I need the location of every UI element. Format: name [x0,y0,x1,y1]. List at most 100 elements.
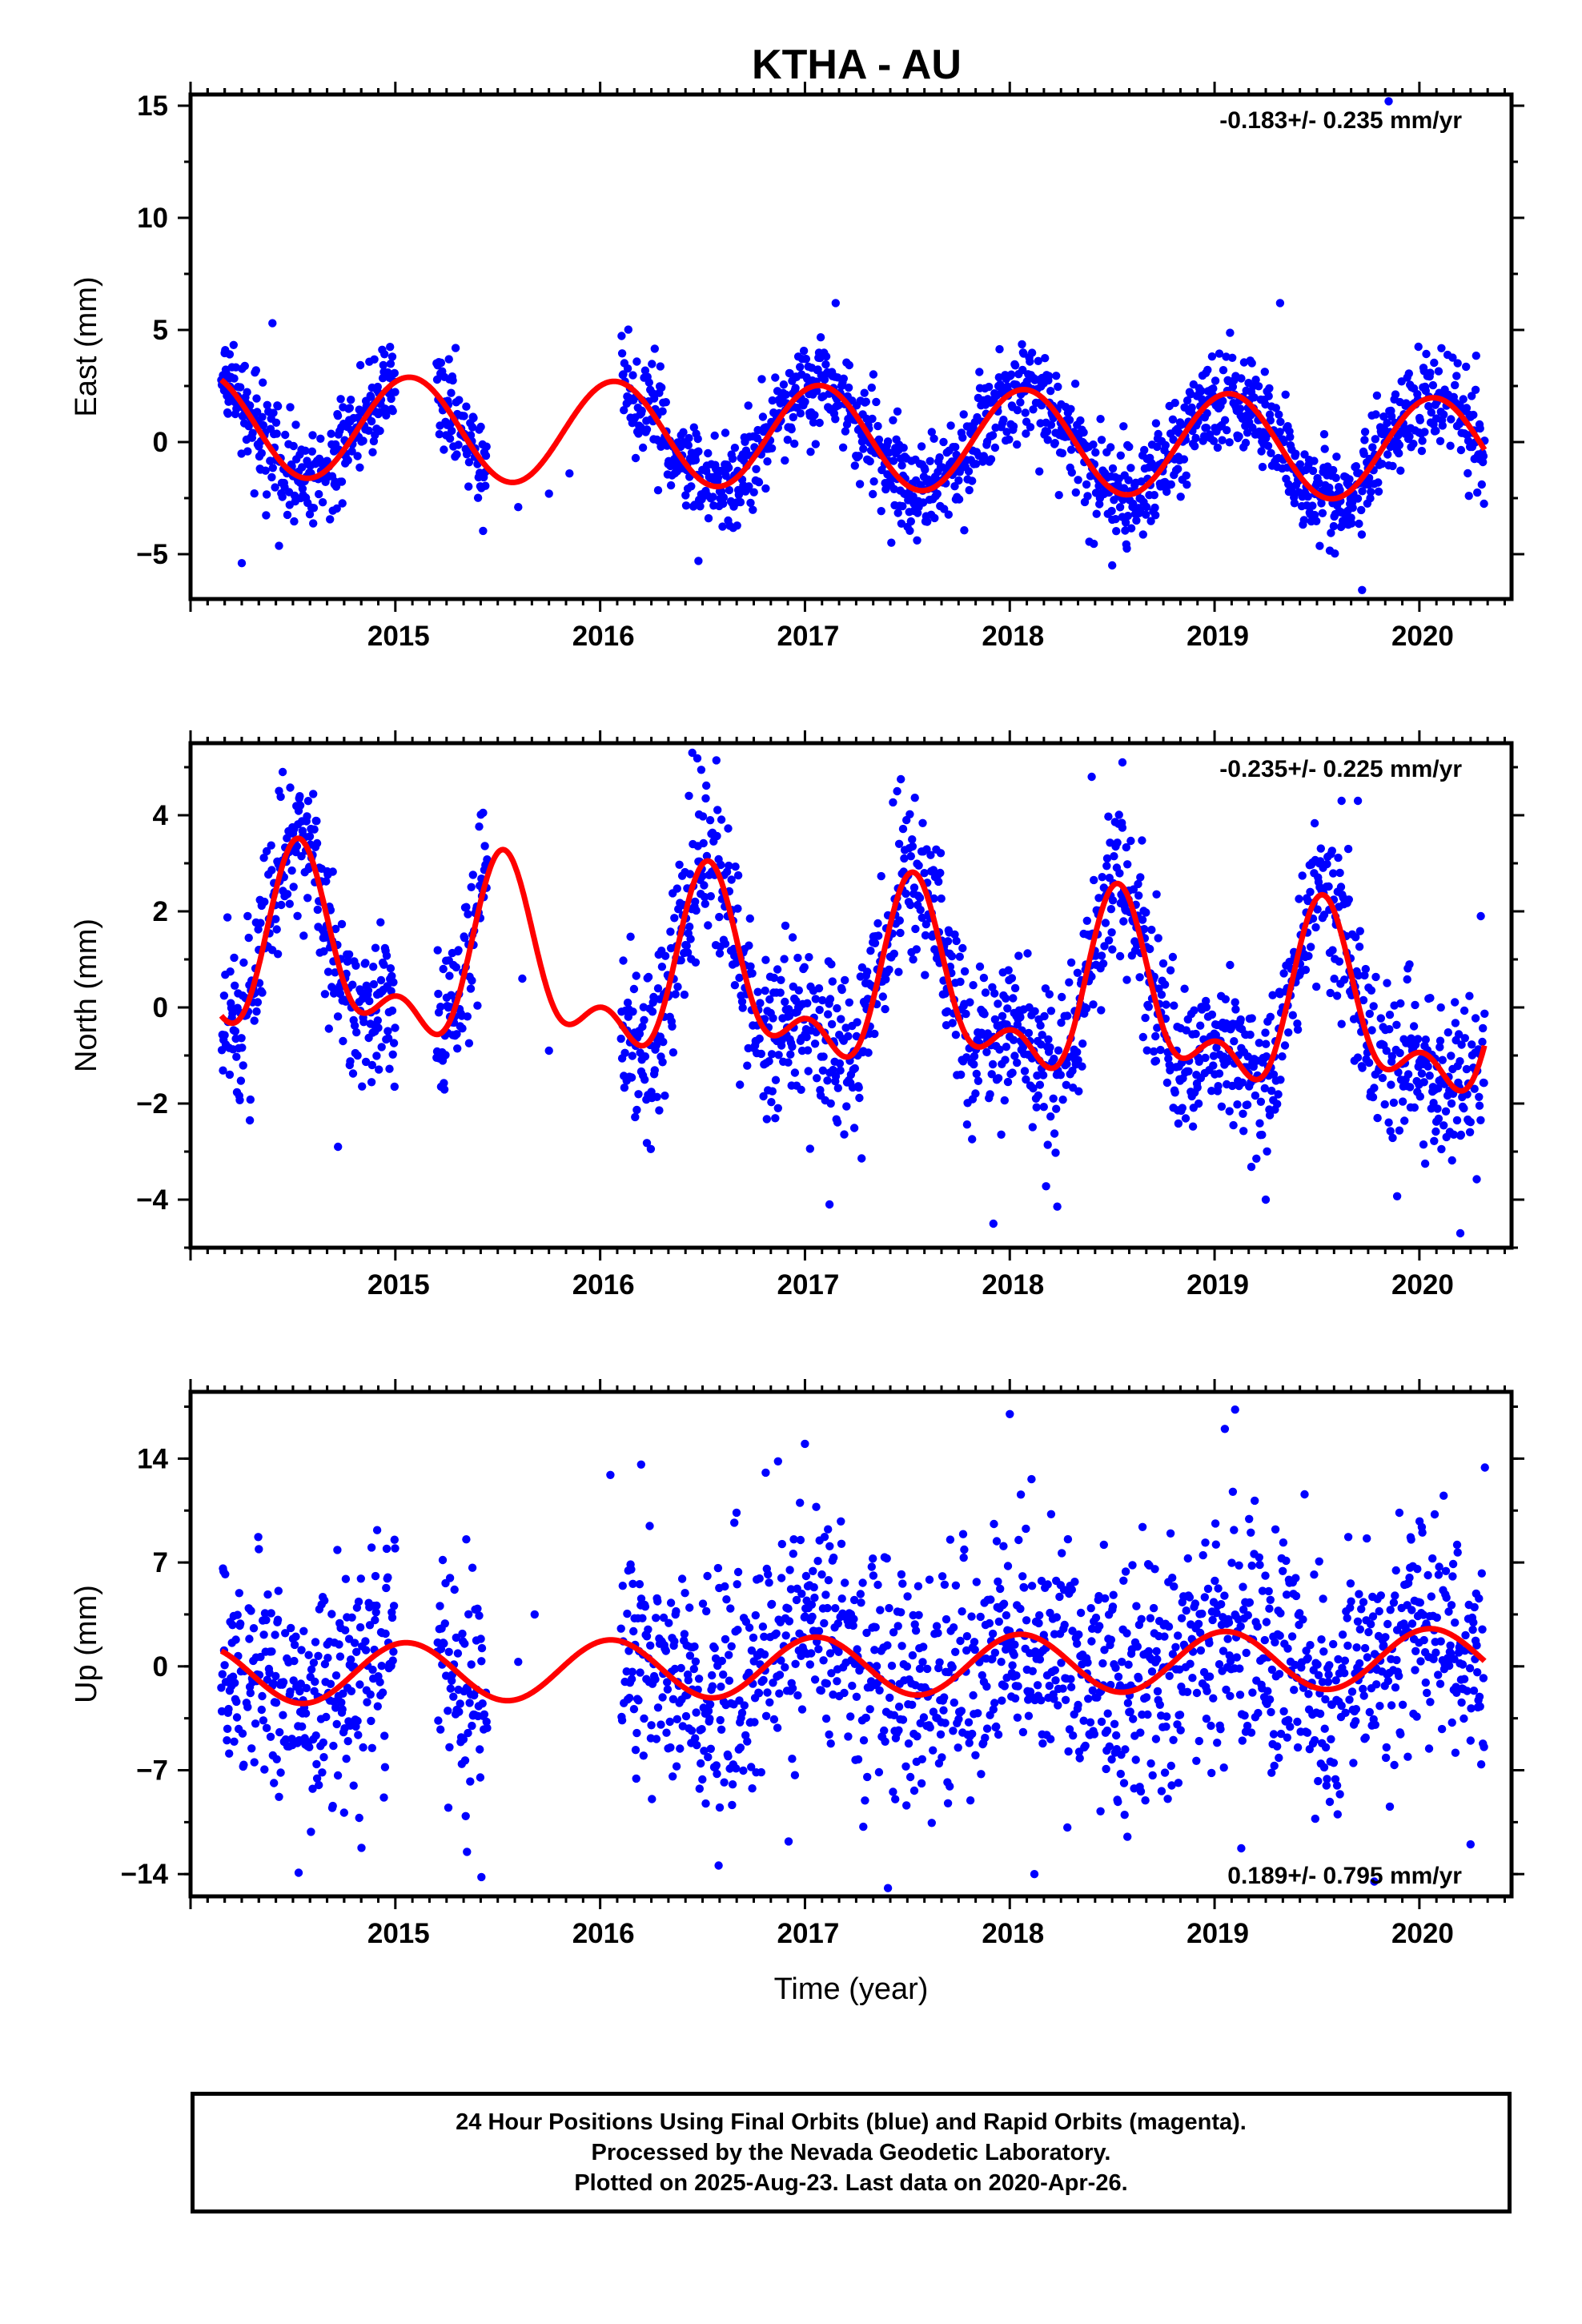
data-point [893,407,902,416]
data-point [713,473,723,482]
data-point [1051,1148,1060,1157]
data-point [1071,488,1081,497]
data-point [975,962,985,971]
data-point [468,1721,476,1731]
data-point [1014,1682,1022,1691]
y-axis-label: North (mm) [70,919,103,1072]
data-point [350,1021,359,1030]
data-point [480,1710,489,1719]
data-point [445,1743,454,1751]
data-point [1230,1037,1239,1046]
data-point [1101,919,1110,927]
data-point [258,412,267,421]
data-point [894,1726,903,1735]
data-point [1373,1113,1382,1123]
data-point [279,1678,288,1687]
data-point [1151,511,1160,520]
data-point [1153,1655,1162,1664]
data-point [1260,1084,1270,1093]
data-point [765,995,774,1004]
data-point [382,1583,391,1593]
data-point [1219,396,1227,405]
data-point [639,1751,648,1760]
data-point [1403,975,1411,984]
data-point [1400,1116,1409,1125]
data-point [465,1699,474,1707]
data-point [1320,444,1329,453]
data-point [825,995,835,1003]
data-point [1319,430,1329,439]
data-point [1327,1735,1335,1743]
data-point [1371,435,1380,444]
data-point [713,1563,723,1573]
data-point [941,1719,950,1727]
data-point [688,748,697,758]
data-point [1168,1650,1178,1659]
data-point [1237,374,1246,383]
data-point [297,1646,306,1655]
data-point [724,1752,733,1761]
y-axis-label: East (mm) [70,276,103,416]
data-point [1258,462,1267,472]
data-point [1293,1019,1302,1028]
data-point [469,413,478,423]
data-point [1454,1030,1464,1039]
data-point [706,1744,715,1753]
data-point [1351,933,1360,942]
data-point [793,953,802,963]
data-point [259,420,268,430]
data-point [1209,436,1219,445]
data-point [1319,1647,1328,1656]
data-point [867,1562,877,1571]
data-point [695,1784,704,1793]
data-point [233,1610,242,1619]
data-point [1014,951,1023,960]
data-point [636,1668,644,1677]
data-point [1354,971,1363,980]
data-point [1035,1655,1045,1664]
data-point [1310,456,1319,465]
data-point [951,443,960,452]
data-point [291,1632,300,1641]
data-point [980,1010,989,1019]
data-point [1063,1823,1072,1832]
data-point [433,946,442,955]
data-point [1462,404,1472,412]
data-point [1087,972,1096,981]
data-point [267,1609,275,1618]
data-point [881,1004,889,1014]
y-tick-label: 15 [137,90,168,122]
data-point [1169,435,1178,444]
data-point [1168,1574,1177,1582]
data-point [1313,1660,1322,1669]
data-point [1321,1695,1330,1704]
data-point [1254,382,1263,391]
data-point [452,1633,460,1642]
data-point [651,1675,660,1684]
data-point [1084,1695,1093,1703]
data-point [379,360,387,370]
data-point [1468,1040,1476,1049]
data-point [1066,958,1076,967]
data-point [1355,927,1365,935]
data-point [849,1595,859,1605]
data-point [804,1067,813,1076]
data-point [1323,1678,1333,1687]
data-point [1073,1639,1082,1648]
data-point [1198,1609,1207,1618]
data-point [1170,1001,1178,1010]
data-point [821,1590,830,1599]
data-point [1089,440,1098,449]
data-point [1331,1676,1340,1685]
data-point [689,423,698,432]
data-point [1265,1111,1275,1120]
data-point [921,971,930,979]
data-point [685,791,693,800]
data-point [939,1706,948,1715]
data-point [544,489,553,498]
plot-frame [188,92,1514,601]
data-point [629,1626,638,1636]
data-point [642,1632,652,1641]
data-point [904,1739,913,1748]
data-point [1013,1713,1022,1722]
